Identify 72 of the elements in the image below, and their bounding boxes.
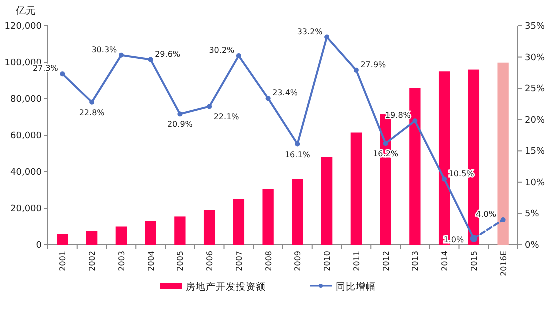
- bar: [410, 88, 421, 245]
- x-tick-label: 2004: [146, 251, 156, 272]
- data-label: 23.4%: [272, 88, 298, 98]
- x-tick-label: 2008: [264, 251, 274, 272]
- y2-tick-label: 20%: [525, 116, 546, 126]
- y-tick-label: 60,000: [10, 132, 42, 142]
- x-tick-label: 2014: [440, 251, 450, 272]
- point: [207, 104, 212, 110]
- y-tick-label: 0: [36, 241, 42, 251]
- y2-tick-label: 5%: [525, 210, 540, 220]
- data-label: 30.3%: [92, 45, 118, 54]
- x-tick-label: 2009: [294, 251, 303, 272]
- x-tick-label: 2001: [58, 251, 68, 272]
- data-label: 30.2%: [209, 46, 236, 56]
- bar: [116, 226, 128, 245]
- data-label: 16.1%: [284, 150, 311, 160]
- bar: [145, 221, 156, 245]
- point: [295, 142, 300, 147]
- bar: [292, 179, 304, 245]
- y-tick-label: 80,000: [10, 95, 42, 105]
- y2-tick-label: 25%: [525, 84, 546, 95]
- y2-tick-label: 30%: [525, 53, 546, 64]
- bar: [174, 216, 186, 245]
- point: [500, 217, 506, 222]
- x-tick-label: 2010: [323, 251, 332, 272]
- data-label: 29.6%: [155, 50, 181, 59]
- y-tick-label: 120,000: [4, 22, 42, 32]
- bar: [86, 231, 98, 245]
- y2-tick-label: 15%: [525, 147, 546, 158]
- point: [383, 141, 388, 146]
- x-tick-label: 2016E: [499, 251, 508, 276]
- x-tick-label: 2015: [470, 251, 479, 272]
- bar: [233, 199, 245, 245]
- bar: [57, 234, 68, 245]
- point: [412, 118, 418, 124]
- point: [178, 112, 183, 117]
- data-label: 22.1%: [214, 112, 240, 122]
- y-axis-title: 亿元: [15, 6, 36, 17]
- point: [90, 100, 95, 105]
- y-tick-label: 40,000: [10, 168, 42, 178]
- data-label: 27.9%: [360, 60, 387, 70]
- point: [324, 34, 330, 40]
- legend-label: 同比增幅: [336, 281, 376, 293]
- bar: [204, 210, 216, 245]
- data-label: 22.8%: [79, 108, 106, 118]
- y-tick-label: 20,000: [10, 204, 42, 214]
- data-label: 20.9%: [167, 120, 194, 130]
- point: [60, 72, 66, 77]
- x-tick-label: 2007: [234, 251, 244, 272]
- x-tick-label: 2011: [352, 251, 362, 272]
- bar: [262, 189, 274, 245]
- y2-tick-label: 0%: [525, 241, 540, 251]
- point: [266, 96, 271, 102]
- point: [354, 68, 359, 73]
- x-tick-label: 2003: [117, 251, 126, 272]
- legend-label: 房地产开发投资额: [186, 281, 266, 293]
- point: [236, 54, 242, 59]
- point: [118, 52, 124, 58]
- point: [442, 176, 448, 182]
- data-label: 27.3%: [32, 64, 59, 74]
- x-tick-label: 2005: [176, 251, 186, 272]
- point: [148, 57, 154, 62]
- x-tick-label: 2006: [206, 251, 215, 272]
- bar: [498, 62, 509, 245]
- bar: [321, 157, 333, 245]
- data-label: 33.2%: [297, 27, 324, 36]
- x-tick-label: 2012: [382, 251, 391, 272]
- y2-tick-label: 10%: [525, 178, 546, 188]
- y2-tick-label: 35%: [525, 22, 546, 32]
- x-tick-label: 2013: [411, 251, 420, 272]
- x-tick-label: 2002: [88, 251, 98, 272]
- bar: [350, 132, 362, 245]
